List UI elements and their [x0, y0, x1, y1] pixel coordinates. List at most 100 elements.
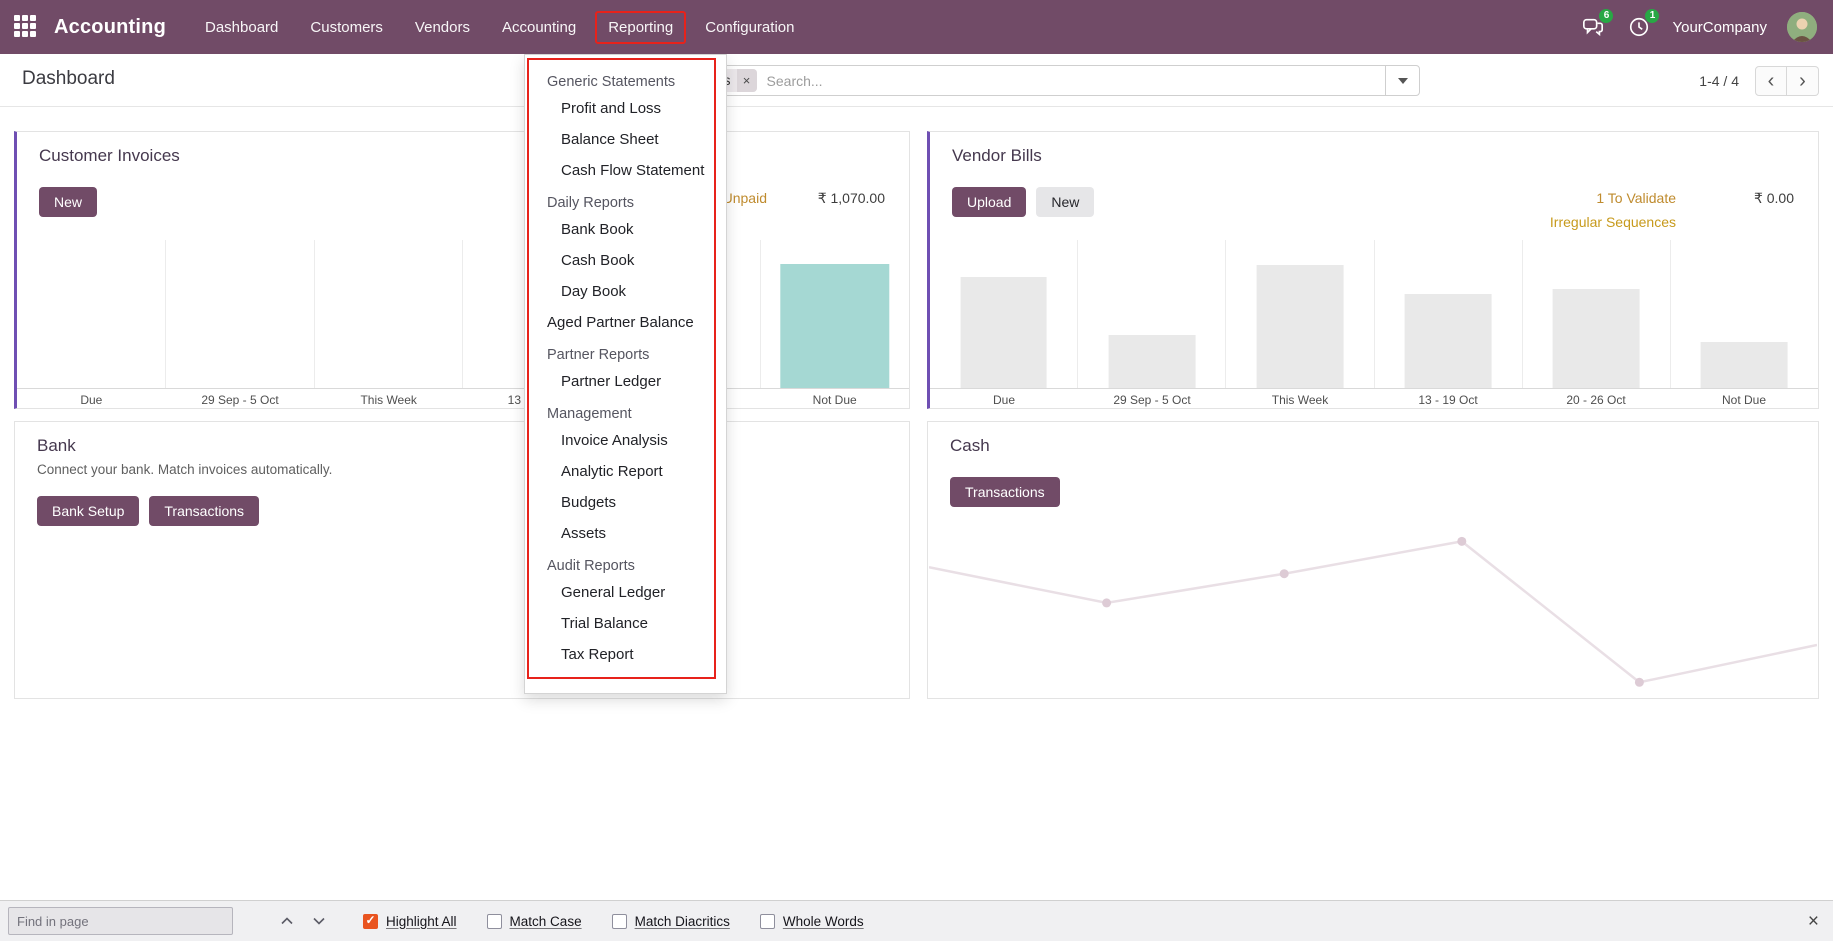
to-validate-link[interactable]: 1 To Validate [1596, 190, 1676, 206]
bank-transactions-button[interactable]: Transactions [149, 496, 260, 526]
app-brand[interactable]: Accounting [54, 15, 166, 38]
menu-item-cash-book[interactable]: Cash Book [561, 252, 635, 269]
pager-prev-button[interactable]: ‹ [1755, 66, 1787, 96]
main-menu: Dashboard Customers Vendors Accounting R… [192, 10, 807, 44]
bank-actions: Bank Setup Transactions [37, 496, 260, 526]
search-input[interactable] [756, 72, 1385, 89]
menu-item-analytic-report[interactable]: Analytic Report [561, 463, 663, 480]
nav-item-vendors[interactable]: Vendors [414, 18, 470, 36]
customer-invoices-stats: 1 Unpaid ₹ 1,070.00 [711, 190, 885, 207]
customer-invoices-actions: New [39, 187, 98, 217]
control-panel: Dashboard Favorites × 1-4 / 4 ‹ › [0, 54, 1833, 107]
whole-words-label: Whole Words [782, 913, 864, 929]
menu-item-assets[interactable]: Assets [561, 525, 607, 542]
activities-icon[interactable]: 1 [1626, 9, 1660, 40]
menu-item-day-book[interactable]: Day Book [561, 283, 627, 300]
find-nav-buttons [273, 908, 333, 934]
nav-item-customers[interactable]: Customers [310, 18, 383, 36]
clock-icon [1630, 17, 1649, 37]
new-bill-button[interactable]: New [1036, 187, 1095, 217]
nav-item-accounting[interactable]: Accounting [501, 18, 577, 36]
menu-section-management: Management [547, 406, 632, 422]
match-diacritics-checkbox[interactable]: Match Diacritics [611, 913, 730, 929]
facet-remove-icon[interactable]: × [736, 69, 757, 92]
nav-item-reporting[interactable]: Reporting [595, 10, 687, 44]
checkbox-unchecked-icon [759, 913, 775, 929]
topbar-right: 6 1 YourCompany [1580, 9, 1833, 42]
match-case-label: Match Case [509, 913, 582, 929]
checkbox-unchecked-icon [486, 913, 502, 929]
menu-item-bank-book[interactable]: Bank Book [561, 221, 634, 238]
menu-section-generic-statements: Generic Statements [547, 74, 676, 90]
avatar-image [1787, 12, 1817, 42]
vendor-bills-title[interactable]: Vendor Bills [952, 146, 1042, 165]
page-title: Dashboard [22, 68, 115, 89]
menu-item-profit-and-loss[interactable]: Profit and Loss [561, 100, 662, 117]
menu-item-trial-balance[interactable]: Trial Balance [561, 615, 648, 632]
nav-item-configuration[interactable]: Configuration [705, 18, 795, 36]
upload-bill-button[interactable]: Upload [952, 187, 1027, 217]
match-diacritics-label: Match Diacritics [634, 913, 730, 929]
cash-chart [929, 530, 1817, 692]
cash-title[interactable]: Cash [950, 436, 990, 455]
bank-setup-button[interactable]: Bank Setup [37, 496, 140, 526]
activities-badge: 1 [1645, 9, 1660, 23]
messages-icon[interactable]: 6 [1580, 9, 1614, 40]
menu-item-general-ledger[interactable]: General Ledger [561, 584, 666, 601]
pager: 1-4 / 4 ‹ › [1699, 66, 1819, 96]
cash-transactions-button[interactable]: Transactions [950, 477, 1060, 507]
cash-card: Cash Transactions [927, 421, 1819, 699]
menu-section-daily-reports: Daily Reports [547, 195, 635, 211]
find-previous-button[interactable] [273, 908, 301, 934]
match-case-checkbox[interactable]: Match Case [486, 913, 582, 929]
menu-item-aged-partner-balance[interactable]: Aged Partner Balance [547, 314, 694, 331]
find-bar: Highlight All Match Case Match Diacritic… [0, 900, 1833, 941]
vendor-bills-chart: Due 29 Sep - 5 Oct This Week 13 - 19 Oct 20 … [930, 240, 1818, 408]
chevron-down-icon [313, 917, 325, 925]
menu-item-balance-sheet[interactable]: Balance Sheet [561, 131, 659, 148]
menu-section-audit-reports: Audit Reports [547, 558, 635, 574]
vendor-bills-actions: Upload New [952, 187, 1095, 217]
highlight-all-label: Highlight All [386, 913, 457, 929]
nav-item-dashboard[interactable]: Dashboard [205, 18, 279, 36]
find-close-icon[interactable]: × [1807, 910, 1819, 932]
reporting-dropdown-menu: Generic Statements Profit and Loss Balan… [524, 54, 727, 694]
unpaid-amount: ₹ 1,070.00 [817, 190, 885, 206]
find-in-page-input[interactable] [8, 907, 233, 935]
apps-grid-icon[interactable] [14, 15, 38, 39]
menu-item-partner-ledger[interactable]: Partner Ledger [561, 373, 662, 390]
chevron-down-icon [1397, 77, 1408, 84]
user-avatar[interactable] [1787, 12, 1817, 42]
messages-badge: 6 [1599, 9, 1614, 23]
cash-actions: Transactions [950, 477, 1060, 507]
bank-title[interactable]: Bank [37, 436, 76, 455]
pager-range: 1-4 / 4 [1699, 73, 1739, 89]
top-navbar: Accounting Dashboard Customers Vendors A… [0, 0, 1833, 54]
customer-invoices-title[interactable]: Customer Invoices [39, 146, 180, 165]
pager-buttons: ‹ › [1755, 66, 1819, 96]
highlight-all-checkbox[interactable]: Highlight All [363, 913, 457, 929]
customer-invoices-card: Customer Invoices New 1 Unpaid ₹ 1,070.0… [14, 131, 910, 409]
checkbox-unchecked-icon [611, 913, 627, 929]
bank-description: Connect your bank. Match invoices automa… [37, 462, 333, 477]
search-bar[interactable]: Favorites × [655, 65, 1420, 96]
menu-item-invoice-analysis[interactable]: Invoice Analysis [561, 432, 668, 449]
chevron-up-icon [281, 917, 293, 925]
menu-item-cash-flow-statement[interactable]: Cash Flow Statement [561, 162, 705, 179]
irregular-sequences-link[interactable]: Irregular Sequences [1549, 214, 1676, 230]
vendor-bills-stats: 1 To Validate ₹ 0.00 Irregular Sequences [1550, 190, 1794, 230]
bank-card: Bank Connect your bank. Match invoices a… [14, 421, 910, 699]
pager-next-button[interactable]: › [1787, 66, 1819, 96]
menu-item-tax-report[interactable]: Tax Report [561, 646, 634, 663]
whole-words-checkbox[interactable]: Whole Words [759, 913, 864, 929]
menu-section-partner-reports: Partner Reports [547, 347, 650, 363]
search-dropdown-toggle[interactable] [1385, 66, 1419, 95]
to-validate-amount: ₹ 0.00 [1753, 190, 1794, 206]
menu-item-budgets[interactable]: Budgets [561, 494, 617, 511]
new-invoice-button[interactable]: New [39, 187, 98, 217]
find-next-button[interactable] [305, 908, 333, 934]
company-name[interactable]: YourCompany [1672, 18, 1767, 36]
chat-bubbles-icon [1583, 18, 1604, 37]
